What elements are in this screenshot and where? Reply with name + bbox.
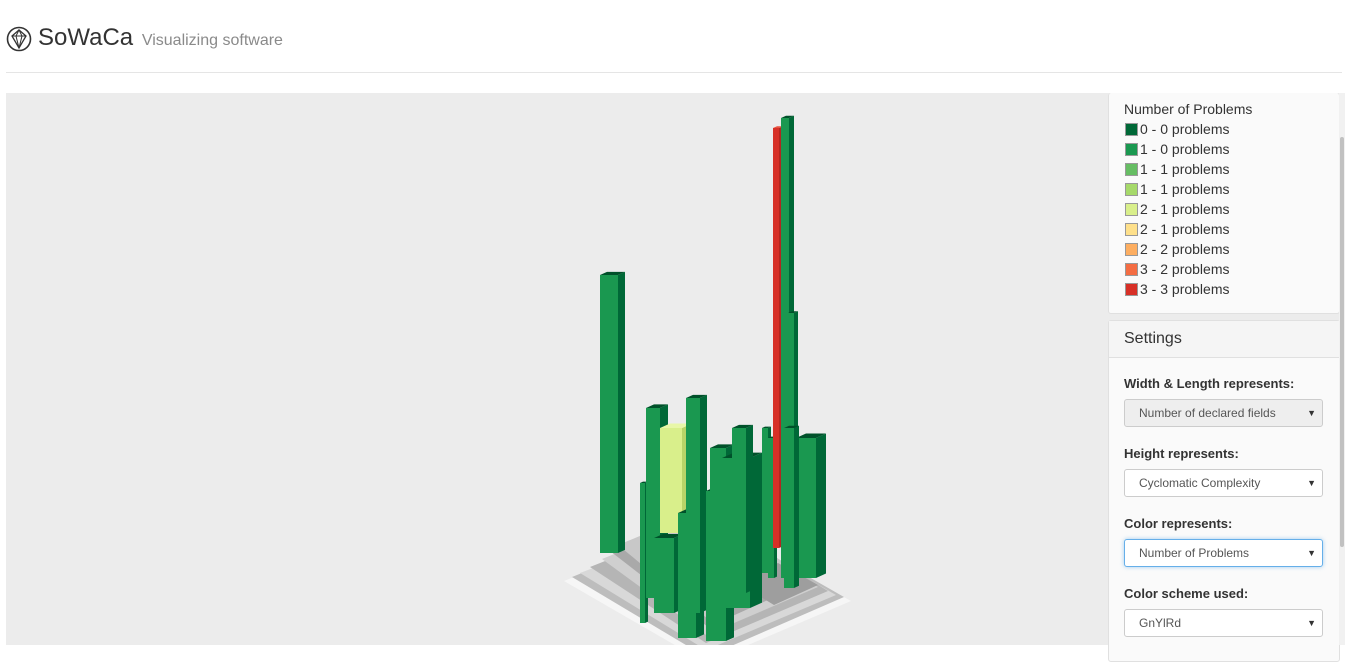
scheme-label: Color scheme used: (1124, 586, 1249, 601)
chevron-down-icon: ▼ (1307, 478, 1316, 488)
panel-scrollbar[interactable] (1339, 93, 1345, 645)
legend-item: 1 - 1 problems (1125, 179, 1229, 199)
legend-item: 1 - 0 problems (1125, 139, 1229, 159)
legend-label: 1 - 1 problems (1140, 161, 1230, 177)
chevron-down-icon: ▼ (1307, 618, 1316, 628)
brand[interactable]: SoWaCa Visualizing software (38, 24, 283, 52)
color-value: Number of Problems (1139, 546, 1250, 560)
city-buildings (600, 115, 826, 641)
app-tagline: Visualizing software (141, 32, 283, 49)
settings-panel: Settings Width & Length represents: Numb… (1108, 320, 1340, 662)
settings-title: Settings (1109, 321, 1339, 358)
scheme-value: GnYlRd (1139, 616, 1182, 630)
chevron-down-icon: ▼ (1307, 408, 1316, 418)
legend-swatch (1125, 142, 1138, 156)
city-building (796, 433, 826, 578)
legend-item: 3 - 3 problems (1125, 279, 1229, 299)
legend-swatch (1125, 182, 1138, 196)
legend-label: 3 - 3 problems (1140, 281, 1230, 297)
legend-item: 2 - 1 problems (1125, 199, 1229, 219)
city-building (784, 425, 799, 588)
legend-label: 3 - 2 problems (1140, 261, 1230, 277)
legend-swatch (1125, 162, 1138, 176)
chevron-down-icon: ▼ (1307, 548, 1316, 558)
legend-label: 1 - 0 problems (1140, 141, 1230, 157)
legend-swatch (1125, 282, 1138, 296)
scrollbar-thumb[interactable] (1340, 137, 1344, 547)
legend-item: 3 - 2 problems (1125, 259, 1229, 279)
legend-label: 0 - 0 problems (1140, 121, 1230, 137)
app-header: SoWaCa Visualizing software (6, 0, 1342, 73)
scheme-select[interactable]: GnYlRd ▼ (1124, 609, 1323, 637)
city-building (686, 394, 707, 613)
legend-item: 0 - 0 problems (1125, 119, 1229, 139)
legend-item: 2 - 2 problems (1125, 239, 1229, 259)
legend-swatch (1125, 222, 1138, 236)
height-select[interactable]: Cyclomatic Complexity ▼ (1124, 469, 1323, 497)
legend-label: 2 - 1 problems (1140, 201, 1230, 217)
width-length-label: Width & Length represents: (1124, 376, 1295, 391)
city-building (732, 424, 753, 593)
app-name: SoWaCa (38, 24, 134, 51)
sowaca-logo-icon (6, 26, 32, 52)
color-select[interactable]: Number of Problems ▼ (1124, 539, 1323, 567)
legend-label: 2 - 1 problems (1140, 221, 1230, 237)
legend-item: 1 - 1 problems (1125, 159, 1229, 179)
legend-list: 0 - 0 problems 1 - 0 problems 1 - 1 proble… (1125, 119, 1229, 299)
legend-title: Number of Problems (1124, 101, 1253, 117)
width-length-select[interactable]: Number of declared fields ▼ (1124, 399, 1323, 427)
legend-label: 2 - 2 problems (1140, 241, 1230, 257)
software-city-scene (564, 115, 851, 645)
legend-swatch (1125, 262, 1138, 276)
legend-label: 1 - 1 problems (1140, 181, 1230, 197)
legend-panel: Number of Problems 0 - 0 problems 1 - 0 p… (1108, 93, 1340, 314)
legend-swatch (1125, 202, 1138, 216)
color-label: Color represents: (1124, 516, 1233, 531)
legend-swatch (1125, 122, 1138, 136)
legend-item: 2 - 1 problems (1125, 219, 1229, 239)
height-value: Cyclomatic Complexity (1139, 476, 1261, 490)
legend-swatch (1125, 242, 1138, 256)
width-length-value: Number of declared fields (1139, 406, 1276, 420)
city-building (600, 271, 625, 553)
height-label: Height represents: (1124, 446, 1239, 461)
